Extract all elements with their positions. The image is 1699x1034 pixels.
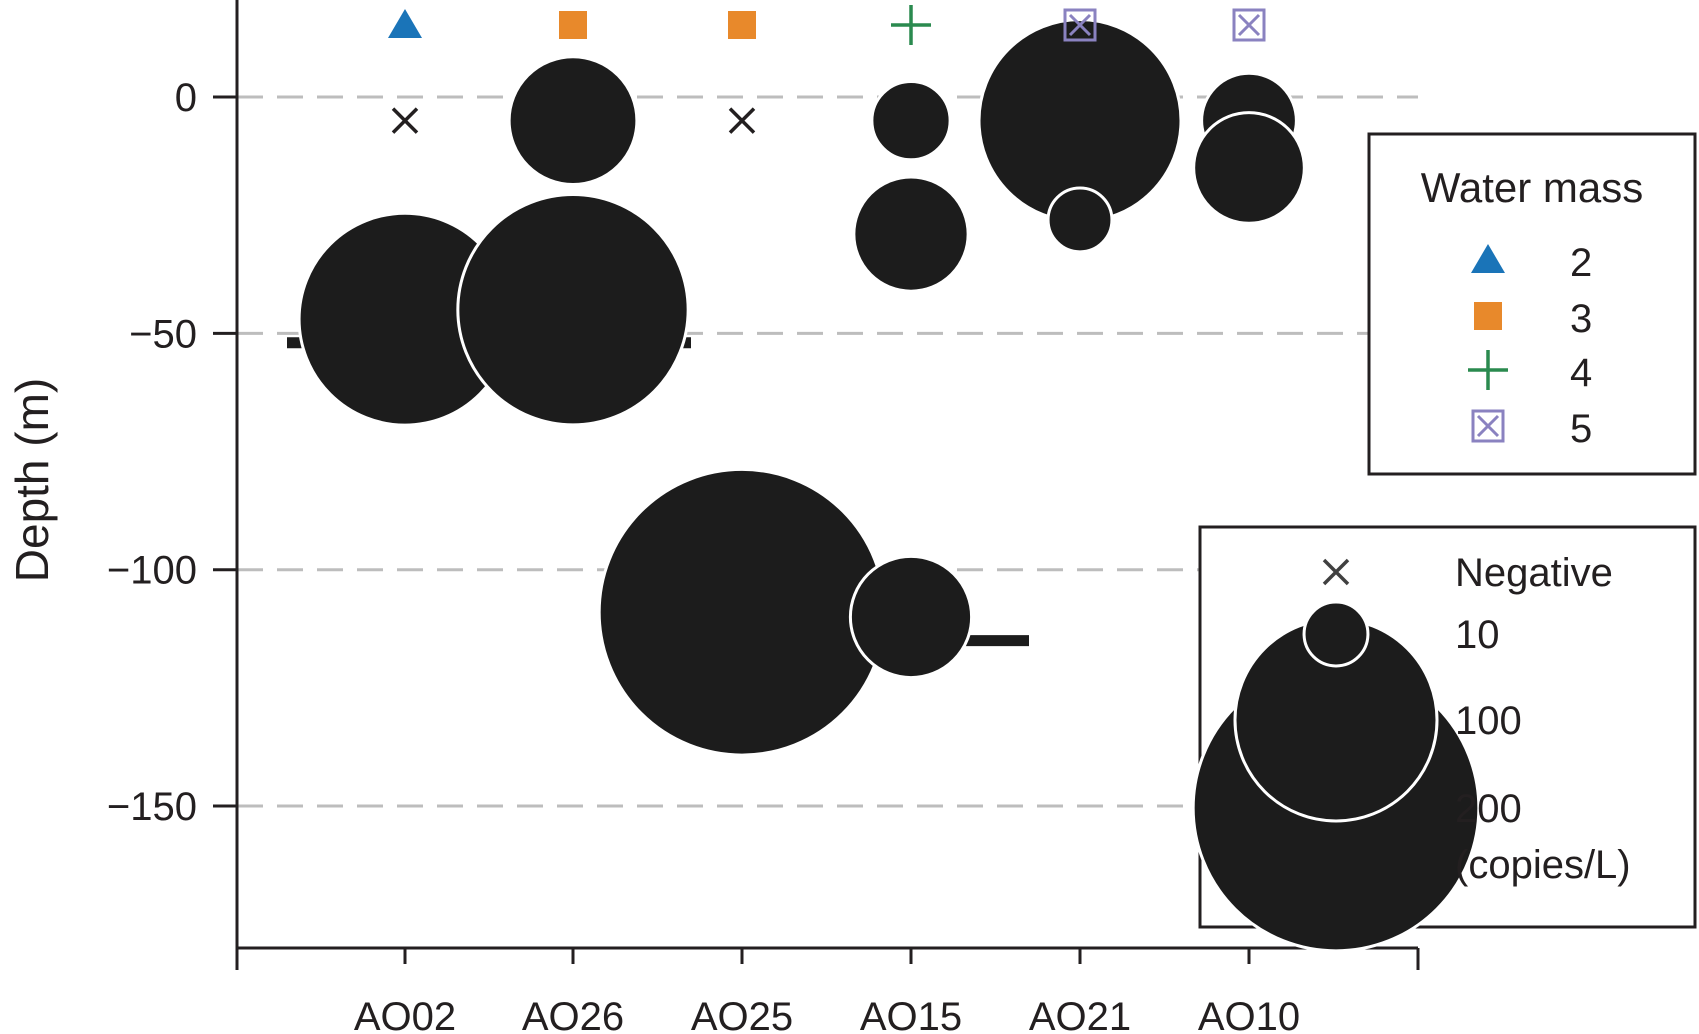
legend-marker-square xyxy=(1474,302,1502,330)
bubble-marks xyxy=(297,18,1306,757)
bubble-point xyxy=(456,193,690,427)
legend-entry-label: 3 xyxy=(1570,297,1592,341)
x-tick-label: AO15 xyxy=(860,995,962,1034)
legend-unit-label: (copies/L) xyxy=(1455,843,1631,887)
negative-marker xyxy=(728,107,756,134)
y-tick-label: 0 xyxy=(175,76,197,120)
size-legend: Negative 10 100 200 (copies/L) xyxy=(1191,525,1697,953)
x-tick-label: AO02 xyxy=(354,995,456,1034)
boxed-x-cross xyxy=(1068,13,1092,37)
boxed-x-frame xyxy=(1471,409,1505,443)
water-mass-markers xyxy=(388,5,1266,45)
boxed-x-frame xyxy=(1232,8,1266,42)
water-mass-marker xyxy=(728,11,756,39)
legend-entry-label: 2 xyxy=(1570,241,1592,285)
y-tick-label: −100 xyxy=(107,549,197,593)
water-mass-legend: Water mass 2 3 4 5 xyxy=(1367,132,1697,476)
water-mass-marker xyxy=(559,11,587,39)
x-tick-label: AO26 xyxy=(522,995,624,1034)
water-mass-legend-title: Water mass xyxy=(1421,164,1643,211)
x-tick-label: AO25 xyxy=(691,995,793,1034)
legend-size-label: 10 xyxy=(1455,613,1500,657)
boxed-x-cross xyxy=(1237,13,1261,37)
legend-marker-plus xyxy=(1468,350,1508,390)
x-tick-label: AO21 xyxy=(1029,995,1131,1034)
axes: 0 −50 −100 −150 AO02 AO26 AO25 AO15 AO21 AO10 xyxy=(107,0,1420,1034)
legend-entry-label: 4 xyxy=(1570,351,1592,395)
y-tick-label: −150 xyxy=(107,785,197,829)
legend-negative-label: Negative xyxy=(1455,551,1613,595)
legend-size-label: 200 xyxy=(1455,787,1522,831)
water-mass-marker xyxy=(1232,8,1266,42)
boxed-x-cross xyxy=(1476,414,1500,438)
water-mass-marker xyxy=(1063,8,1097,42)
legend-size-label: 100 xyxy=(1455,699,1522,743)
water-mass-marker xyxy=(388,9,422,38)
bubble-point xyxy=(1192,111,1306,225)
x-tick-label: AO10 xyxy=(1198,995,1300,1034)
bubble-point xyxy=(507,55,639,187)
legend-marker-boxed-x xyxy=(1471,409,1505,443)
legend-negative-marker xyxy=(1322,558,1350,586)
water-mass-legend-box xyxy=(1367,132,1697,476)
y-axis-title: Depth (m) xyxy=(6,378,58,582)
water-mass-marker xyxy=(891,5,931,45)
legend-size-bubble xyxy=(1302,600,1370,668)
boxed-x-frame xyxy=(1063,8,1097,42)
negative-marker xyxy=(391,107,419,134)
bubble-point xyxy=(852,175,970,293)
bubble-point xyxy=(848,554,974,680)
bubble-point xyxy=(597,467,887,757)
bubble-point xyxy=(1046,186,1114,254)
legend-entry-label: 5 xyxy=(1570,407,1592,451)
y-tick-label: −50 xyxy=(129,312,197,356)
bubble-point xyxy=(870,80,952,162)
legend-marker-triangle xyxy=(1471,244,1505,273)
